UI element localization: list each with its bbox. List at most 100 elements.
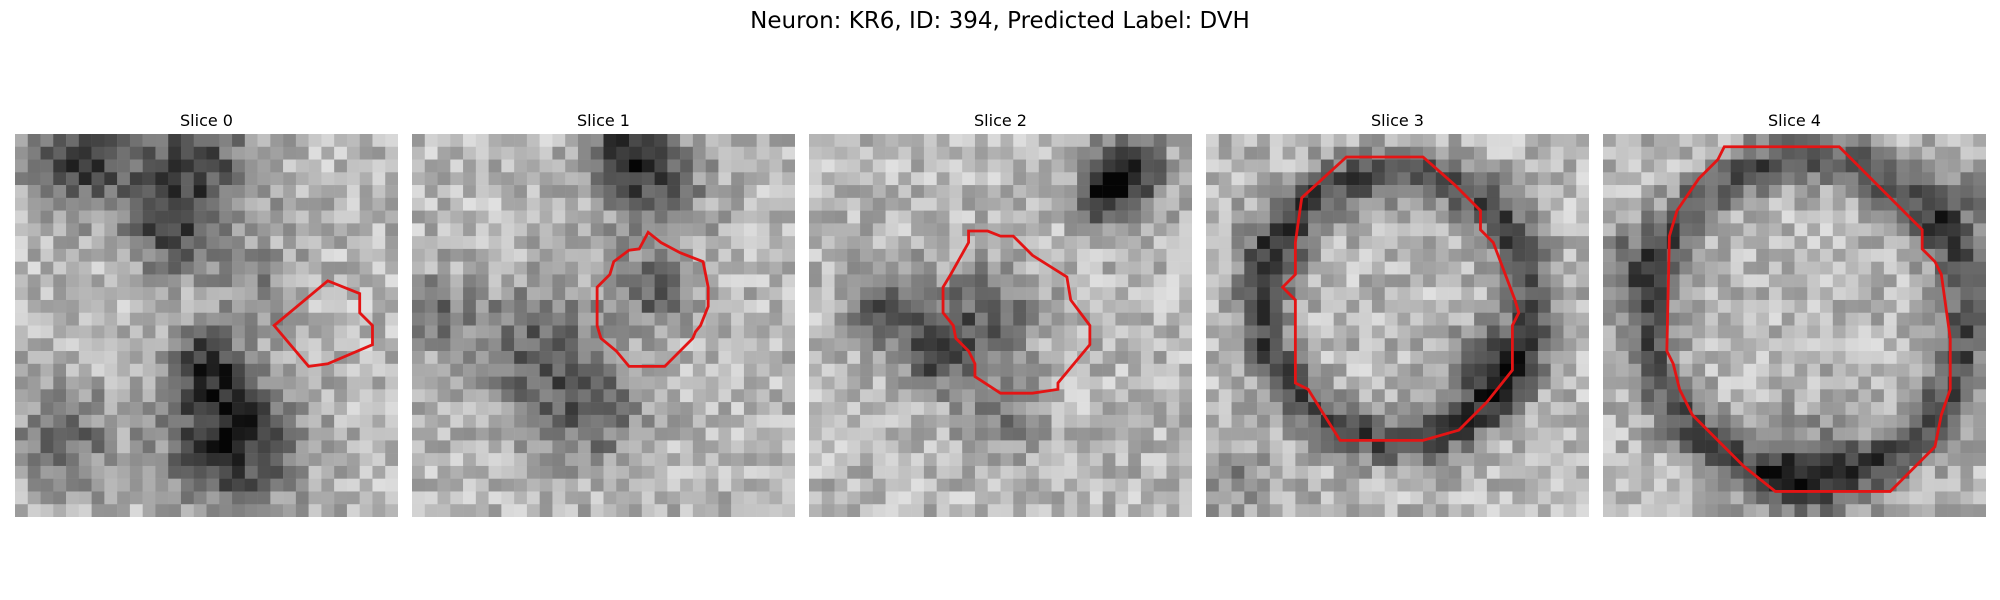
image-pixel: [847, 504, 861, 517]
image-pixel: [66, 504, 80, 517]
image-pixel: [654, 402, 668, 416]
image-pixel: [1820, 389, 1834, 403]
image-pixel: [1934, 210, 1948, 224]
image-pixel: [295, 248, 309, 262]
image-pixel: [1308, 197, 1322, 211]
image-pixel: [603, 197, 617, 211]
image-pixel: [1153, 325, 1167, 339]
image-pixel: [1128, 261, 1142, 275]
image-pixel: [1218, 376, 1232, 390]
image-pixel: [1384, 159, 1398, 173]
image-pixel: [1960, 185, 1974, 199]
image-pixel: [1512, 261, 1526, 275]
image-pixel: [743, 172, 757, 186]
image-pixel: [1692, 504, 1706, 517]
image-pixel: [590, 146, 604, 160]
image-pixel: [949, 478, 963, 492]
image-pixel: [1257, 248, 1271, 262]
image-pixel: [1679, 134, 1693, 148]
image-pixel: [718, 465, 732, 479]
image-pixel: [860, 402, 874, 416]
image-pixel: [1909, 172, 1923, 186]
image-pixel: [1179, 427, 1192, 441]
image-pixel: [552, 236, 566, 250]
image-pixel: [1960, 478, 1974, 492]
image-pixel: [1064, 210, 1078, 224]
image-pixel: [437, 236, 451, 250]
image-pixel: [1486, 261, 1500, 275]
image-pixel: [1257, 491, 1271, 505]
image-pixel: [1730, 478, 1744, 492]
image-pixel: [731, 274, 745, 288]
image-pixel: [629, 414, 643, 428]
image-pixel: [346, 274, 360, 288]
image-pixel: [1883, 504, 1897, 517]
image-pixel: [692, 287, 706, 301]
image-pixel: [1410, 172, 1424, 186]
image-pixel: [654, 223, 668, 237]
image-pixel: [424, 504, 438, 517]
image-pixel: [1474, 146, 1488, 160]
image-pixel: [53, 504, 67, 517]
image-pixel: [1871, 363, 1885, 377]
image-pixel: [1038, 414, 1052, 428]
image-pixel: [437, 248, 451, 262]
image-pixel: [1743, 453, 1757, 467]
image-pixel: [424, 453, 438, 467]
image-pixel: [1947, 414, 1961, 428]
image-pixel: [974, 389, 988, 403]
image-pixel: [782, 287, 795, 301]
image-pixel: [129, 351, 143, 365]
image-pixel: [488, 465, 502, 479]
image-pixel: [1550, 465, 1564, 479]
image-pixel: [834, 236, 848, 250]
image-pixel: [1115, 363, 1129, 377]
image-pixel: [1615, 274, 1629, 288]
image-pixel: [1206, 465, 1220, 479]
image-pixel: [1371, 465, 1385, 479]
image-pixel: [923, 172, 937, 186]
image-pixel: [1563, 491, 1577, 505]
slice-title: Slice 4: [1768, 111, 1821, 130]
image-pixel: [1206, 146, 1220, 160]
image-pixel: [872, 236, 886, 250]
image-pixel: [1654, 159, 1668, 173]
image-pixel: [526, 159, 540, 173]
image-pixel: [53, 338, 67, 352]
image-pixel: [539, 197, 553, 211]
image-pixel: [1705, 389, 1719, 403]
image-pixel: [565, 185, 579, 199]
image-pixel: [872, 299, 886, 313]
image-pixel: [91, 287, 105, 301]
image-pixel: [1269, 299, 1283, 313]
image-pixel: [603, 159, 617, 173]
image-pixel: [872, 478, 886, 492]
image-pixel: [1768, 223, 1782, 237]
image-pixel: [641, 440, 655, 454]
image-pixel: [1820, 223, 1834, 237]
image-pixel: [1166, 325, 1180, 339]
image-pixel: [756, 299, 770, 313]
image-pixel: [692, 236, 706, 250]
image-pixel: [923, 299, 937, 313]
image-pixel: [40, 389, 54, 403]
image-pixel: [372, 389, 386, 403]
image-pixel: [27, 210, 41, 224]
image-pixel: [155, 363, 169, 377]
image-pixel: [270, 478, 284, 492]
image-pixel: [270, 491, 284, 505]
image-pixel: [437, 146, 451, 160]
image-pixel: [1615, 236, 1629, 250]
image-pixel: [1743, 338, 1757, 352]
image-pixel: [974, 465, 988, 479]
image-pixel: [1269, 223, 1283, 237]
image-pixel: [834, 210, 848, 224]
image-pixel: [756, 274, 770, 288]
image-pixel: [219, 210, 233, 224]
image-pixel: [1423, 376, 1437, 390]
image-pixel: [1692, 261, 1706, 275]
image-pixel: [142, 363, 156, 377]
image-pixel: [257, 185, 271, 199]
image-pixel: [1654, 504, 1668, 517]
image-pixel: [104, 389, 118, 403]
